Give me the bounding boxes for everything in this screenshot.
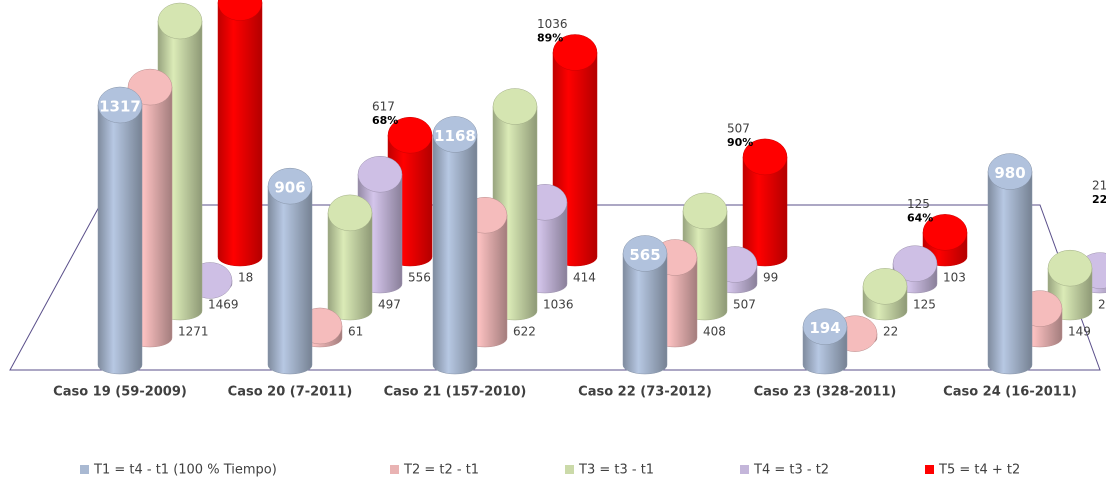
data-label: 1317 [99, 98, 141, 116]
data-label: 125 [913, 298, 936, 312]
legend-label: T4 = t3 - t2 [753, 463, 829, 478]
cylinder-top [432, 116, 478, 153]
cylinder [97, 86, 143, 375]
percent-label: 68% [372, 114, 398, 127]
cylinder-top [327, 194, 373, 232]
legend-swatch [565, 465, 574, 474]
cylinder [327, 194, 373, 321]
x-tick-label: Caso 20 (7-2011) [228, 385, 353, 400]
percent-label: 64% [907, 211, 933, 224]
data-label: 1036 [543, 298, 574, 312]
x-tick-label: Caso 22 (73-2012) [578, 385, 712, 400]
cylinder-body [97, 104, 143, 375]
cylinder-top [1047, 249, 1093, 287]
cylinder-top [492, 88, 538, 125]
data-label: 61 [348, 325, 363, 339]
x-tick-label: Caso 23 (328-2011) [754, 385, 897, 400]
cylinder-top [802, 308, 848, 345]
legend-swatch [925, 465, 934, 474]
legend-label: T2 = t2 - t1 [403, 463, 479, 478]
data-label: 507 [733, 298, 756, 312]
data-label: 99 [763, 271, 778, 285]
cylinder [802, 308, 848, 375]
legend-swatch [740, 465, 749, 474]
data-label: 22 [883, 325, 898, 339]
cylinder [622, 235, 668, 375]
data-label: 217 [1092, 179, 1106, 193]
data-label: 622 [513, 325, 536, 339]
cylinder-body [432, 134, 478, 375]
data-label: 414 [573, 271, 596, 285]
cylinder [892, 245, 938, 294]
cylinder-top [622, 235, 668, 272]
cylinder-top [387, 116, 433, 154]
cylinder [862, 268, 908, 321]
cylinder-top [742, 138, 788, 176]
cylinder [987, 153, 1033, 375]
cylinder [267, 167, 313, 375]
data-label: 1469 [208, 298, 239, 312]
data-label: 497 [378, 298, 401, 312]
legend-label: T3 = t3 - t1 [578, 463, 654, 478]
cylinder-top [922, 214, 968, 251]
data-label: 1271 [178, 325, 209, 339]
cylinder-top [682, 192, 728, 230]
data-label: 507 [727, 121, 750, 135]
percent-label: 89% [537, 31, 563, 44]
cylinder-top [357, 155, 403, 193]
cylinder [742, 138, 788, 267]
cylinder-top [97, 86, 143, 124]
legend-swatch [80, 465, 89, 474]
cylinder-top [157, 2, 203, 40]
data-label: 617 [372, 100, 395, 114]
cylinder [217, 0, 263, 267]
cylinder-top [892, 245, 938, 282]
legend-label: T5 = t4 + t2 [938, 463, 1020, 478]
data-label: 408 [703, 325, 726, 339]
cylinder-body [987, 171, 1033, 375]
data-label: 217 [1098, 298, 1106, 312]
x-tick-label: Caso 21 (157-2010) [384, 385, 527, 400]
cylinder-body [267, 185, 313, 375]
data-label: 103 [943, 271, 966, 285]
legend-label: T1 = t4 - t1 (100 % Tiempo) [93, 463, 277, 478]
cylinder-body [622, 253, 668, 375]
cylinder-top [862, 268, 908, 305]
legend-swatch [390, 465, 399, 474]
data-label: 18 [238, 271, 253, 285]
data-label: 565 [629, 246, 660, 264]
x-tick-label: Caso 24 (16-2011) [943, 385, 1077, 400]
data-label: 980 [994, 164, 1025, 182]
floor [9, 204, 1101, 371]
cylinder-top [987, 153, 1033, 190]
percent-label: 22% [1092, 193, 1106, 206]
cylinder [432, 116, 478, 375]
cylinder-top [552, 34, 598, 71]
percent-label: 90% [727, 136, 753, 149]
data-label: 1036 [537, 17, 568, 31]
data-label: 1168 [434, 127, 476, 145]
cylinder-top [267, 167, 313, 205]
x-tick-label: Caso 19 (59-2009) [53, 385, 187, 400]
data-label: 556 [408, 271, 431, 285]
data-label: 125 [907, 197, 930, 211]
cylinder-top [217, 0, 263, 21]
cylinder-body [217, 2, 263, 267]
data-label: 149 [1068, 325, 1091, 339]
data-label: 906 [274, 179, 305, 197]
data-label: 194 [809, 319, 840, 337]
